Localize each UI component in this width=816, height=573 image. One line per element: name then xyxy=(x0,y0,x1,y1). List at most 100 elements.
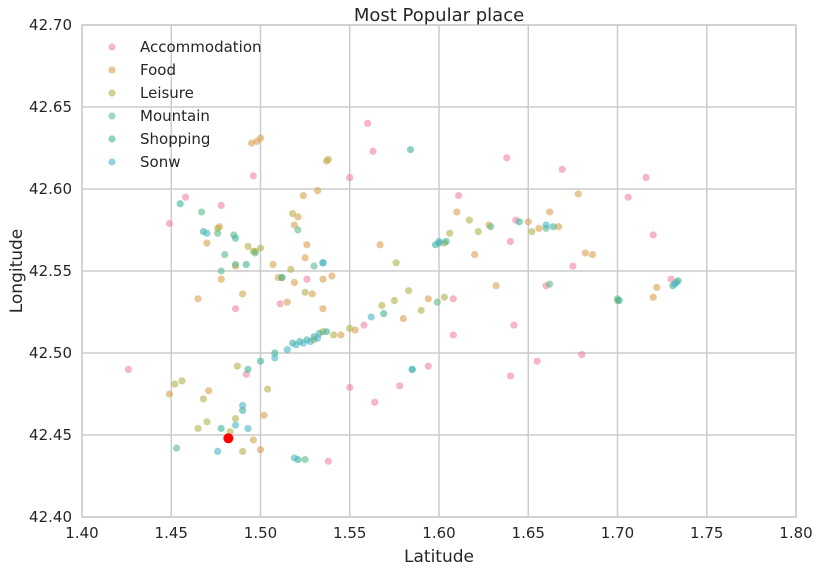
data-point xyxy=(217,424,225,433)
data-point xyxy=(292,341,300,349)
data-point xyxy=(515,218,523,226)
y-tick-labels: 42.40 42.45 42.50 42.55 42.60 42.65 42.70 xyxy=(29,16,72,526)
data-point xyxy=(424,362,432,370)
legend: Accommodation Food Leisure Mountain Shopping… xyxy=(108,38,262,171)
y-tick-label: 42.50 xyxy=(29,344,72,362)
legend-label: Leisure xyxy=(140,84,194,102)
data-point xyxy=(308,290,316,298)
data-point xyxy=(376,241,384,249)
data-point xyxy=(435,237,443,246)
data-point xyxy=(546,208,554,216)
data-point xyxy=(371,398,379,406)
data-point xyxy=(165,390,174,398)
data-point xyxy=(319,259,327,267)
data-point xyxy=(549,223,557,231)
data-point xyxy=(205,387,213,395)
data-point xyxy=(533,357,541,365)
data-point xyxy=(244,424,252,433)
highlight-points xyxy=(223,433,234,444)
legend-label: Mountain xyxy=(140,107,210,125)
data-point xyxy=(314,334,322,342)
data-point xyxy=(165,219,174,228)
data-point xyxy=(249,172,257,180)
data-point xyxy=(319,305,327,313)
x-axis-label: Latitude xyxy=(404,547,474,567)
data-point xyxy=(221,251,229,259)
data-point xyxy=(239,406,247,414)
data-point xyxy=(615,296,623,305)
data-point xyxy=(324,155,332,164)
data-point xyxy=(231,305,240,313)
data-point xyxy=(194,295,202,303)
data-point xyxy=(442,237,450,246)
data-point xyxy=(197,208,206,216)
data-point xyxy=(303,275,311,283)
data-point xyxy=(231,260,240,269)
legend-label: Accommodation xyxy=(140,38,262,56)
data-point xyxy=(369,147,377,155)
y-tick-label: 42.55 xyxy=(29,262,72,280)
y-tick-label: 42.65 xyxy=(29,98,72,116)
data-point xyxy=(503,154,511,162)
y-tick-label: 42.70 xyxy=(29,16,72,34)
data-point xyxy=(449,295,457,303)
legend-marker xyxy=(108,89,116,97)
legend-marker xyxy=(108,112,116,120)
y-tick-label: 42.40 xyxy=(29,508,72,526)
legend-marker xyxy=(108,135,116,143)
data-point xyxy=(346,324,354,332)
data-point xyxy=(294,226,302,234)
data-point xyxy=(299,191,307,200)
data-point xyxy=(671,280,679,288)
data-point xyxy=(239,447,247,455)
legend-marker xyxy=(108,43,116,51)
data-point xyxy=(194,424,202,433)
x-tick-label: 1.65 xyxy=(512,524,545,542)
data-point xyxy=(642,173,650,182)
data-point xyxy=(178,377,186,385)
data-point xyxy=(301,254,309,262)
data-point xyxy=(653,283,661,291)
x-tick-label: 1.55 xyxy=(333,524,366,542)
data-point xyxy=(506,372,514,380)
data-point xyxy=(239,401,247,410)
legend-label: Shopping xyxy=(140,130,210,148)
data-point xyxy=(217,267,225,275)
data-point xyxy=(256,244,265,252)
data-point xyxy=(217,201,225,209)
data-point xyxy=(322,328,331,336)
data-point xyxy=(406,146,415,154)
data-point xyxy=(239,290,247,298)
legend-marker xyxy=(108,66,116,74)
data-point xyxy=(337,331,345,339)
data-point xyxy=(581,249,589,257)
data-point xyxy=(251,249,259,257)
data-point xyxy=(290,278,299,287)
data-point xyxy=(301,456,309,464)
data-point xyxy=(176,200,184,208)
data-point xyxy=(173,444,181,452)
data-point xyxy=(181,193,190,201)
data-point xyxy=(574,190,582,198)
data-point xyxy=(306,337,315,346)
data-point xyxy=(440,293,448,301)
data-point xyxy=(231,421,240,429)
data-point xyxy=(271,354,279,362)
data-point xyxy=(276,300,284,308)
data-point xyxy=(310,262,318,270)
y-axis-label: Longitude xyxy=(7,229,27,314)
data-point xyxy=(328,272,336,280)
chart-title: Most Popular place xyxy=(354,5,524,26)
x-tick-label: 1.75 xyxy=(690,524,723,542)
data-point xyxy=(405,287,413,295)
data-point xyxy=(649,231,657,239)
data-point xyxy=(510,321,518,329)
data-point xyxy=(399,314,407,323)
data-point xyxy=(474,228,482,236)
x-tick-label: 1.45 xyxy=(155,524,188,542)
data-point xyxy=(380,310,388,318)
data-point xyxy=(471,251,479,259)
data-point xyxy=(558,165,566,173)
data-point xyxy=(269,260,277,269)
